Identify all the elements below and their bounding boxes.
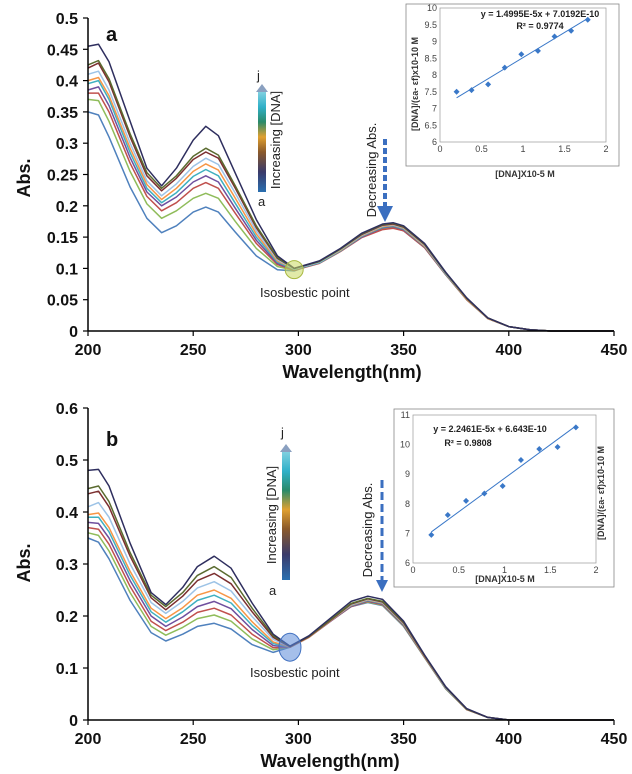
panel-b-ylabel: Abs. [14,543,34,582]
panel-a-inset-y-tick-label: 9 [432,37,437,47]
panel-b-series-start: a [269,583,277,598]
panel-b-x-tick-label: 250 [180,731,207,748]
panel-a-isosbestic-label: Isosbestic point [260,285,350,300]
panel-a-inset-y-tick-label: 7.5 [424,87,437,97]
panel-b: 200 250 300 350 400 45000.10.20.30.40.50.6 b … [14,401,627,771]
panel-a-ylabel: Abs. [14,158,34,197]
panel-a-inset-r2: R² = 0.9774 [516,21,563,31]
panel-b-series-end: j [280,425,284,440]
panel-a-x-tick-label: 250 [180,342,207,359]
panel-a-inset-y-tick-label: 6.5 [424,120,437,130]
panel-b-up-arrow [280,444,292,452]
panel-a-inset: 0 0.5 1 1.5 2 6 6.5 7 7.5 8 8.5 9 9.5 10 y = 1.4995E-… [406,3,619,179]
panel-b-y-tick-label: 0.5 [56,453,78,470]
panel-b-inset-y-tick-label: 10 [400,440,410,450]
panel-a-isosbestic-marker [285,261,303,279]
panel-a-series-end: j [256,68,260,83]
panel-b-inset-y-tick-label: 8 [405,499,410,509]
panel-a-inset-y-tick-label: 6 [432,137,437,147]
panel-b-inset-x-tick-label: 0.5 [452,565,465,575]
panel-b-decreasing-label: Decreasing Abs. [360,483,375,578]
panel-a-y-tick-label: 0.15 [47,230,78,247]
panel-a-increasing-label: Increasing [DNA] [268,91,283,189]
panel-a-x-tick-label: 400 [495,342,522,359]
panel-a-y-tick-label: 0.1 [56,261,78,278]
panel-b-label: b [106,429,118,451]
panel-b-inset-ylabel: [DNA]/(εa- εf)x10-10 M [596,446,606,540]
panel-b-y-tick-label: 0.6 [56,401,78,418]
panel-a-inset-ylabel: [DNA]/(εa- εf)x10-10 M [410,37,420,131]
panel-a-label: a [106,24,118,46]
panel-b-x-tick-label: 450 [601,731,628,748]
panel-a-inset-y-tick-label: 8 [432,70,437,80]
panel-b-inset-y-tick-label: 11 [401,410,410,420]
panel-a-y-tick-label: 0 [69,324,78,341]
panel-b-inset-x-tick-label: 1.5 [544,565,557,575]
panel-b-isosbestic-label: Isosbestic point [250,665,340,680]
panel-b-y-tick-label: 0 [69,713,78,730]
panel-b-x-tick-label: 200 [75,731,102,748]
panel-a-inset-equation: y = 1.4995E-5x + 7.0192E-10 [481,9,600,19]
panel-a-y-tick-label: 0.45 [47,42,78,59]
panel-b-increasing-label: Increasing [DNA] [264,466,279,564]
panel-a-inset-xlabel: [DNA]X10-5 M [495,169,555,179]
panel-b-inset-x-tick-label: 0 [410,565,415,575]
panel-a-y-tick-label: 0.2 [56,199,78,216]
panel-b-y-tick-label: 0.3 [56,557,78,574]
panel-a-y-tick-label: 0.25 [47,168,78,185]
panel-a-inset-y-tick-label: 7 [432,104,437,114]
panel-b-inset-frame [394,409,614,587]
panel-a-x-tick-label: 300 [285,342,312,359]
panel-a-y-tick-label: 0.3 [56,136,78,153]
panel-b-inset-r2: R² = 0.9808 [444,438,491,448]
panel-a-decreasing-label: Decreasing Abs. [364,123,379,218]
panel-a-up-arrow [256,84,268,92]
panel-b-inset-y-tick-label: 9 [405,469,410,479]
panel-a-inset-x-tick-label: 1 [520,144,525,154]
panel-b-y-tick-label: 0.1 [56,661,78,678]
panel-b-x-tick-label: 350 [390,731,417,748]
panel-a-inset-y-tick-label: 10 [427,3,437,13]
panel-a-xlabel: Wavelength(nm) [282,362,421,382]
panel-a-inset-x-tick-label: 1.5 [558,144,571,154]
panel-b-x-tick-label: 300 [285,731,312,748]
panel-a-inset-y-tick-label: 8.5 [424,53,437,63]
panel-a-y-tick-label: 0.4 [56,74,78,91]
panel-a-inset-x-tick-label: 0.5 [475,144,488,154]
panel-a-inset-x-tick-label: 0 [437,144,442,154]
panel-b-inset-y-tick-label: 7 [405,528,410,538]
panel-b-gradient-bar [282,452,290,580]
panel-b-inset-xlabel: [DNA]X10-5 M [475,574,535,584]
panel-b-x-tick-label: 400 [495,731,522,748]
panel-a-inset-x-tick-label: 2 [603,144,608,154]
panel-a-y-tick-label: 0.05 [47,293,78,310]
panel-a-series-start: a [258,194,266,209]
panel-b-y-tick-label: 0.4 [56,505,78,522]
panel-b-inset-y-tick-label: 6 [405,558,410,568]
panel-a-y-tick-label: 0.35 [47,105,78,122]
panel-a-x-tick-label: 350 [390,342,417,359]
panel-a-x-tick-label: 450 [601,342,628,359]
panel-b-inset-x-tick-label: 2 [593,565,598,575]
panel-a-gradient-bar [258,92,266,192]
panel-b-y-tick-label: 0.2 [56,609,78,626]
panel-b-inset: 0 0.5 1 1.5 2 6 7 8 9 10 11 y = 2.2461E-5x + 6.643… [394,409,614,587]
panel-b-xlabel: Wavelength(nm) [260,751,399,771]
panel-b-inset-equation: y = 2.2461E-5x + 6.643E-10 [433,424,547,434]
panel-b-isosbestic-marker [279,633,301,661]
panel-a: 200 250 300 350 400 450 0 0.05 0.1 0.15 0.2 0.25 0.3… [14,3,627,382]
panel-a-x-tick-label: 200 [75,342,102,359]
panel-a-y-tick-label: 0.5 [56,11,78,28]
panel-a-inset-y-tick-label: 9.5 [424,20,437,30]
